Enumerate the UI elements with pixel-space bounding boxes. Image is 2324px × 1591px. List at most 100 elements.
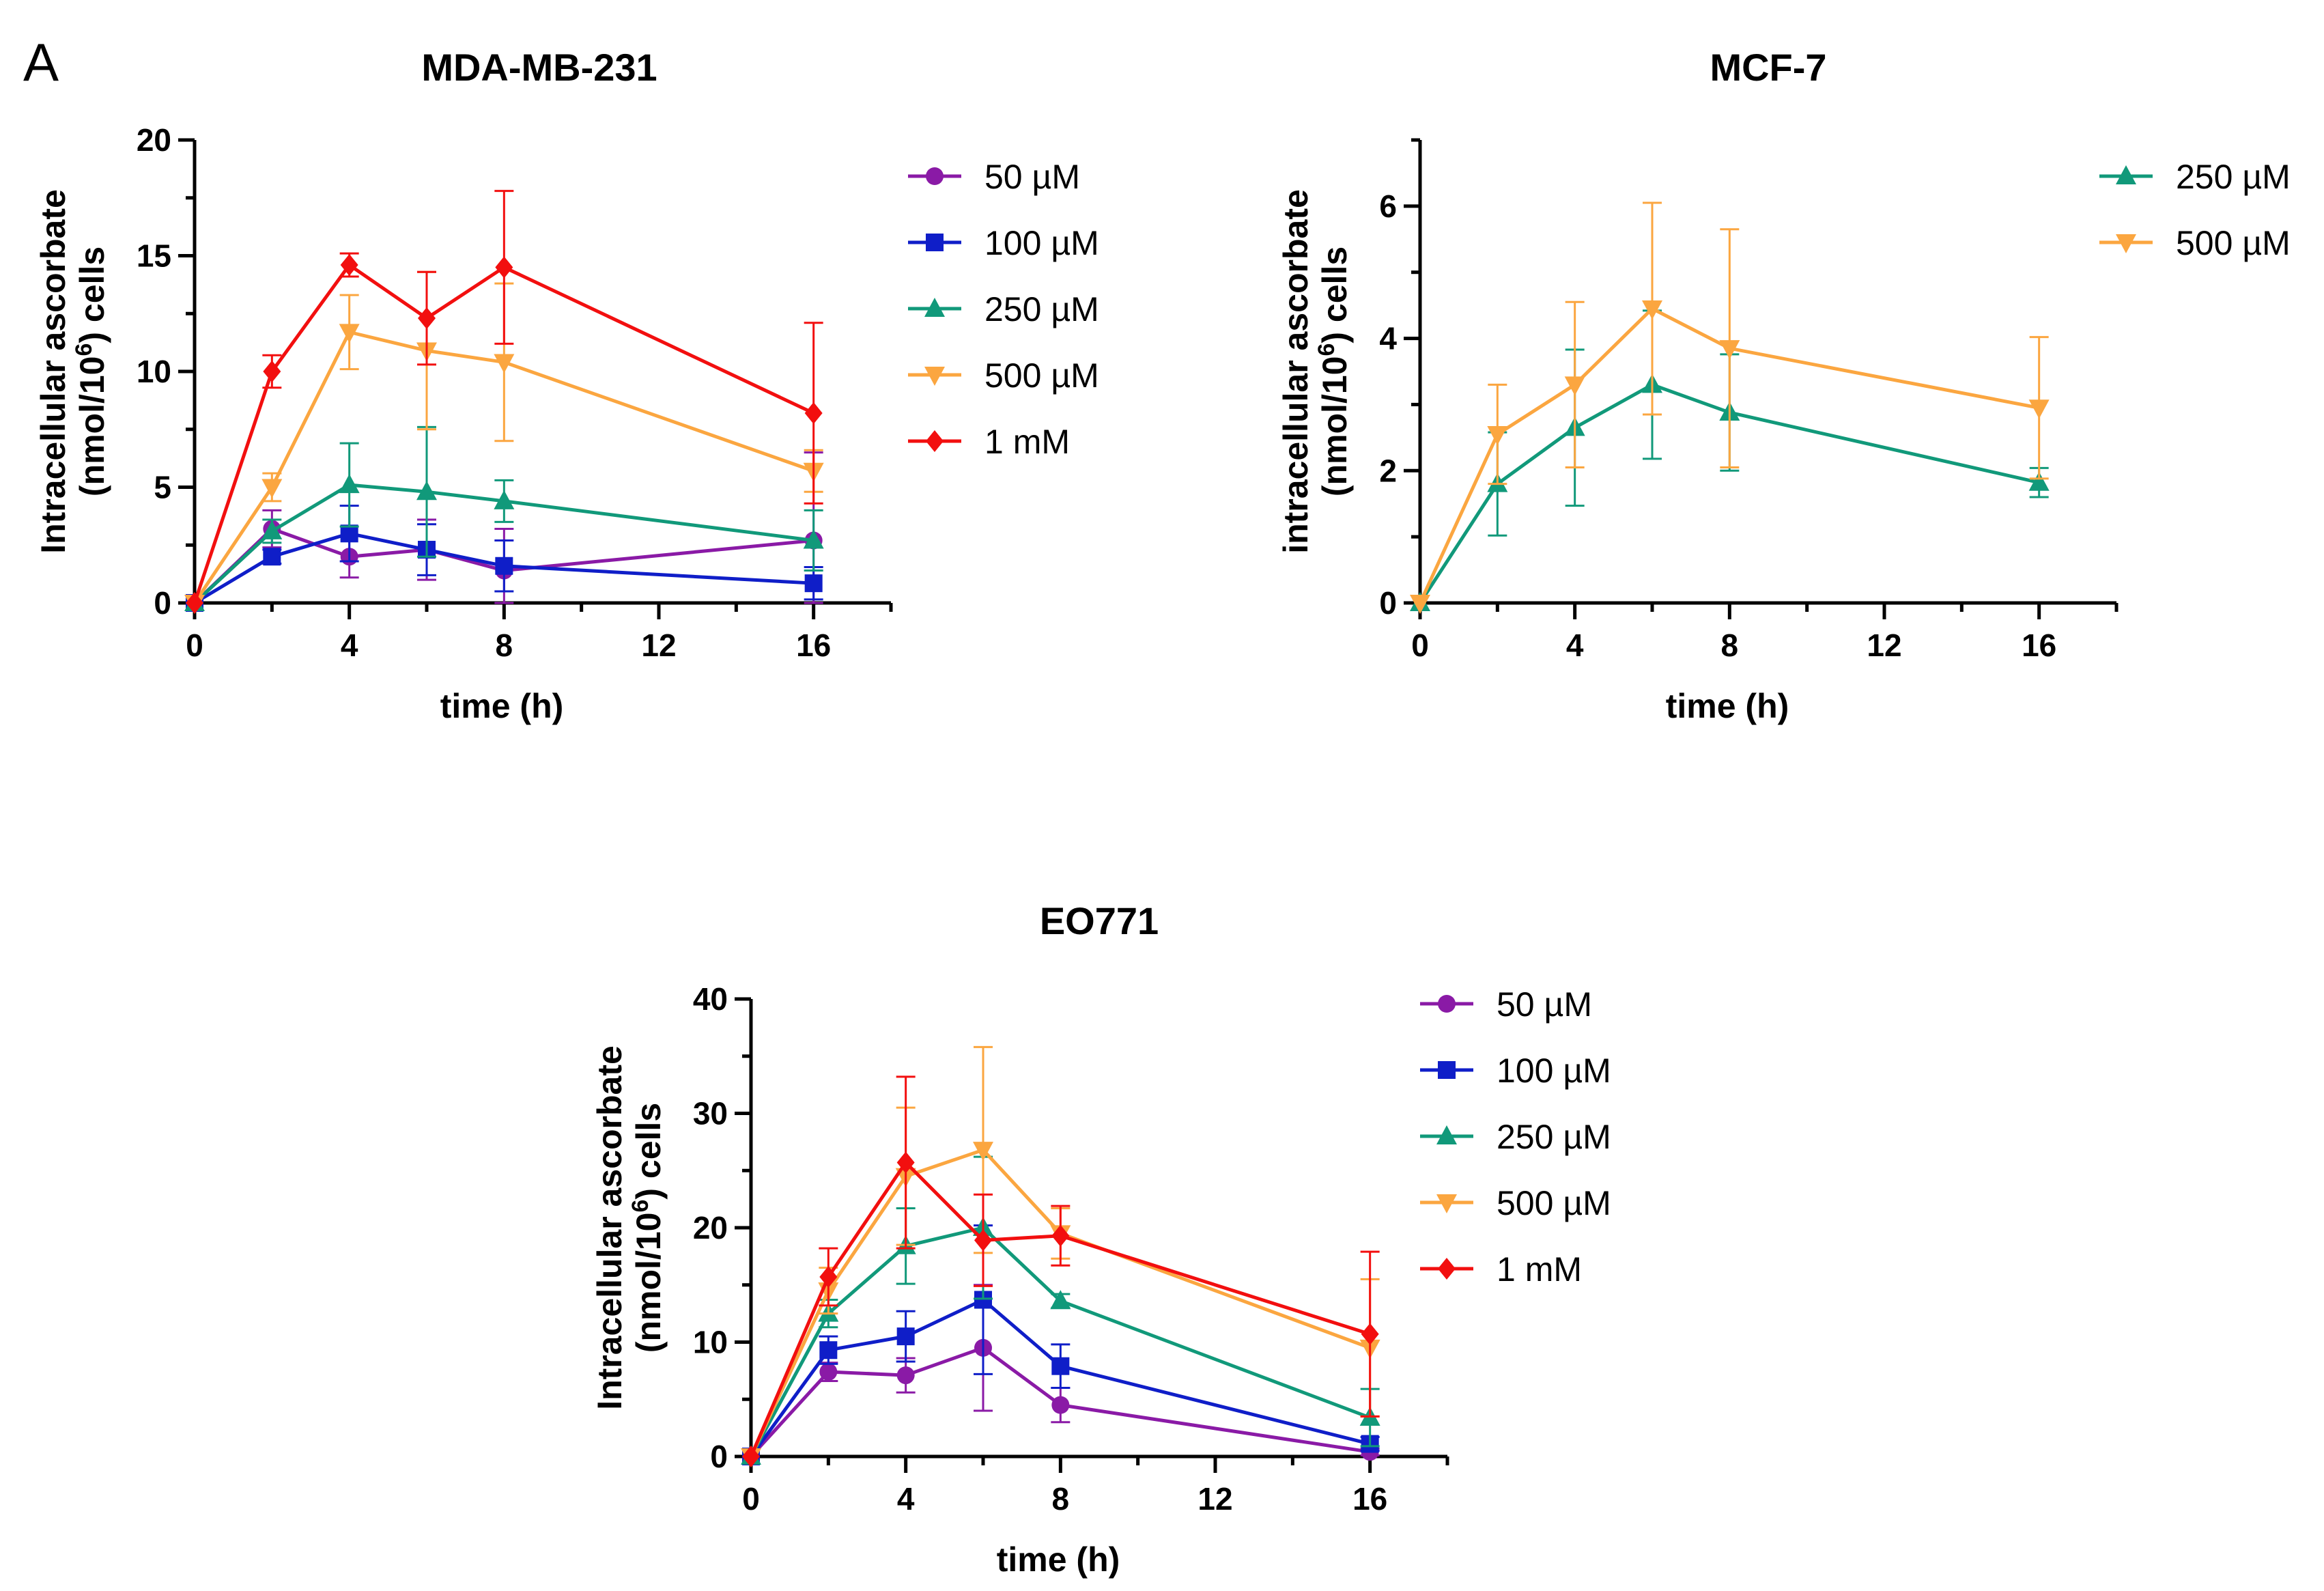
data-point — [804, 574, 823, 593]
legend-marker — [926, 430, 944, 452]
y-tick-label: 20 — [137, 122, 171, 158]
y-axis-label-line2: (nmol/106) cells — [1314, 247, 1354, 496]
data-point — [340, 524, 358, 543]
x-tick-label: 12 — [1198, 1481, 1232, 1517]
y-tick-label: 0 — [710, 1439, 728, 1474]
legend-entry: 500 µM — [1420, 1184, 1611, 1222]
x-tick-label: 16 — [2022, 628, 2056, 663]
y-axis-label-line1: intracellular ascorbate — [1277, 189, 1315, 554]
data-point — [186, 592, 203, 614]
x-tick-label: 12 — [1867, 628, 1901, 663]
y-tick-label: 2 — [1379, 453, 1397, 488]
x-tick-label: 8 — [1052, 1481, 1070, 1517]
x-axis-label: time (h) — [997, 1540, 1120, 1579]
y-axis-label-unit: (nmol/10 — [1316, 356, 1354, 497]
chart-title: MDA-MB-231 — [421, 46, 657, 89]
data-point — [2028, 471, 2050, 491]
data-point — [1051, 1224, 1070, 1247]
data-point — [1051, 1396, 1070, 1414]
series-line — [193, 263, 814, 604]
x-tick-label: 12 — [641, 628, 676, 663]
y-tick-label: 20 — [693, 1210, 728, 1245]
legend-entry: 500 µM — [908, 356, 1099, 395]
data-point — [339, 474, 360, 494]
data-point — [1051, 1357, 1070, 1375]
data-point — [340, 254, 358, 277]
series-line — [193, 330, 814, 604]
x-tick-label: 4 — [897, 1481, 915, 1517]
legend-entry: 100 µM — [1420, 1052, 1611, 1090]
y-tick-label: 40 — [693, 981, 728, 1017]
data-point — [495, 256, 513, 279]
data-point — [416, 481, 437, 501]
data-point — [804, 402, 823, 425]
series-2 — [184, 425, 824, 611]
chart-title: MCF-7 — [1710, 46, 1826, 89]
legend-marker — [926, 167, 944, 185]
legend-label: 250 µM — [984, 290, 1099, 328]
legend-marker — [1438, 1258, 1456, 1280]
legend-marker — [2116, 234, 2136, 253]
series-4 — [186, 190, 823, 614]
data-point — [1642, 300, 1662, 320]
data-point — [261, 479, 283, 498]
legend-label: 500 µM — [1497, 1184, 1611, 1222]
data-point — [803, 529, 824, 549]
data-point — [742, 1446, 760, 1467]
legend-entry: 250 µM — [1420, 1118, 1611, 1156]
legend-marker — [1438, 995, 1456, 1013]
legend-marker — [924, 367, 945, 386]
y-axis-label-unit-end: ) cells — [629, 1103, 668, 1200]
data-point — [896, 1366, 915, 1385]
data-point — [896, 1327, 915, 1346]
legend-entry: 50 µM — [908, 158, 1080, 196]
series-line — [750, 1346, 1371, 1458]
y-axis-label-superscript: 6 — [71, 343, 97, 356]
chart-0: MDA-MB-231 0 5 10 15 20 0 4 8 12 16 time (h) Intrace… — [34, 46, 1099, 725]
legend-marker — [924, 298, 945, 317]
y-tick-label: 0 — [1379, 585, 1397, 621]
legend-label: 500 µM — [2176, 224, 2291, 262]
legend-label: 50 µM — [984, 158, 1080, 196]
y-axis-label-superscript: 6 — [627, 1200, 653, 1213]
x-tick-label: 16 — [1352, 1481, 1387, 1517]
series-1 — [1410, 201, 2050, 614]
data-point — [819, 1266, 838, 1289]
data-point — [974, 1229, 992, 1252]
data-point — [261, 520, 283, 539]
y-tick-label: 6 — [1379, 188, 1397, 224]
legend-label: 250 µM — [1497, 1118, 1611, 1156]
data-point — [819, 1363, 838, 1381]
data-point — [263, 361, 281, 382]
series-line — [193, 483, 814, 604]
y-tick-label: 10 — [137, 354, 171, 389]
data-point — [494, 490, 515, 509]
data-point — [1361, 1323, 1379, 1345]
y-tick-label: 4 — [1379, 321, 1397, 356]
data-point — [495, 557, 513, 575]
data-point — [896, 1151, 915, 1174]
x-tick-label: 0 — [742, 1481, 760, 1517]
legend-marker — [1436, 1194, 1457, 1213]
x-tick-label: 16 — [796, 628, 831, 663]
x-tick-label: 8 — [1721, 628, 1739, 663]
series-line — [1418, 382, 2040, 604]
x-tick-label: 0 — [186, 628, 203, 663]
y-axis-label-unit: (nmol/10 — [629, 1213, 668, 1353]
data-point — [1410, 595, 1430, 614]
y-tick-label: 10 — [693, 1325, 728, 1360]
series-line — [749, 1161, 1371, 1457]
x-tick-label: 4 — [341, 628, 358, 663]
series-line — [749, 1298, 1371, 1458]
y-tick-label: 30 — [693, 1096, 728, 1131]
x-axis-label: time (h) — [440, 687, 564, 725]
legend-marker — [1436, 1125, 1457, 1144]
panel-label: A — [23, 32, 59, 92]
legend-entry: 500 µM — [2099, 224, 2291, 262]
legend-entry: 100 µM — [908, 224, 1099, 262]
x-tick-label: 8 — [496, 628, 513, 663]
data-point — [2028, 399, 2050, 419]
series-line — [193, 531, 814, 605]
legend-marker — [926, 234, 944, 251]
y-axis-label-line2: (nmol/106) cells — [71, 247, 111, 496]
